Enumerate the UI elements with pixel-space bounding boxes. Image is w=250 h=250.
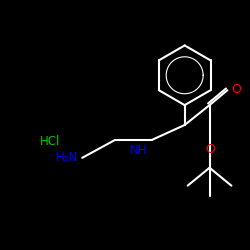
Text: H₂N: H₂N <box>56 151 78 164</box>
Text: HCl: HCl <box>40 136 60 148</box>
Text: NH: NH <box>130 144 148 157</box>
Text: O: O <box>206 143 216 156</box>
Text: O: O <box>232 83 241 96</box>
